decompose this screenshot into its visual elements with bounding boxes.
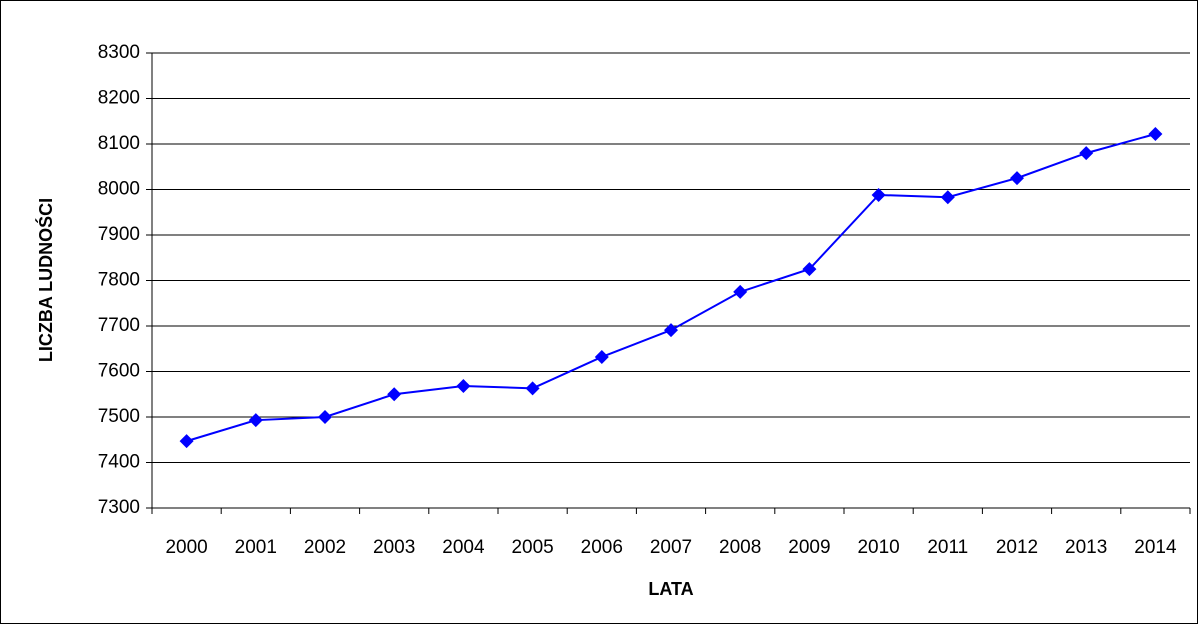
x-tick-label: 2006 — [581, 537, 623, 558]
x-axis-title: LATA — [648, 579, 693, 599]
x-tick-label: 2014 — [1134, 537, 1177, 558]
y-tick-label: 8000 — [98, 179, 140, 200]
y-tick-label: 8200 — [98, 88, 140, 109]
data-point — [1010, 171, 1024, 186]
x-tick-label: 2003 — [373, 537, 415, 558]
data-point — [387, 387, 402, 402]
x-tick-label: 2013 — [1065, 537, 1107, 558]
data-point — [871, 187, 886, 202]
y-axis-title: LICZBA LUDNOŚCI — [35, 198, 56, 362]
x-tick-label: 2002 — [304, 537, 346, 558]
data-point — [940, 190, 955, 205]
y-tick-label: 7300 — [98, 497, 140, 518]
x-tick-label: 2010 — [857, 537, 899, 558]
data-point — [1148, 126, 1163, 141]
data-point — [664, 323, 678, 338]
y-tick-label: 7700 — [98, 315, 140, 336]
y-tick-label: 7800 — [98, 270, 140, 291]
data-point — [1079, 146, 1094, 161]
x-tick-label: 2000 — [165, 537, 207, 558]
x-tick-label: 2011 — [927, 537, 968, 558]
x-tick-label: 2008 — [719, 537, 761, 558]
x-tick-label: 2001 — [235, 537, 277, 558]
data-point — [456, 379, 471, 394]
y-tick-label: 7400 — [98, 452, 140, 473]
data-point — [179, 434, 194, 449]
x-tick-label: 2012 — [996, 537, 1038, 558]
y-tick-label: 8100 — [98, 133, 140, 154]
y-tick-label: 7900 — [98, 224, 140, 245]
y-tick-label: 7500 — [98, 406, 140, 427]
x-tick-label: 2007 — [650, 537, 692, 558]
data-point — [248, 413, 263, 428]
data-point — [802, 262, 817, 277]
data-point — [733, 284, 748, 299]
x-tick-label: 2004 — [442, 537, 485, 558]
data-point — [525, 381, 540, 396]
x-tick-label: 2009 — [788, 537, 830, 558]
data-point — [318, 410, 332, 424]
data-point — [594, 349, 609, 364]
y-tick-label: 7600 — [98, 361, 140, 382]
y-tick-label: 8300 — [98, 42, 140, 63]
x-tick-label: 2005 — [511, 537, 553, 558]
